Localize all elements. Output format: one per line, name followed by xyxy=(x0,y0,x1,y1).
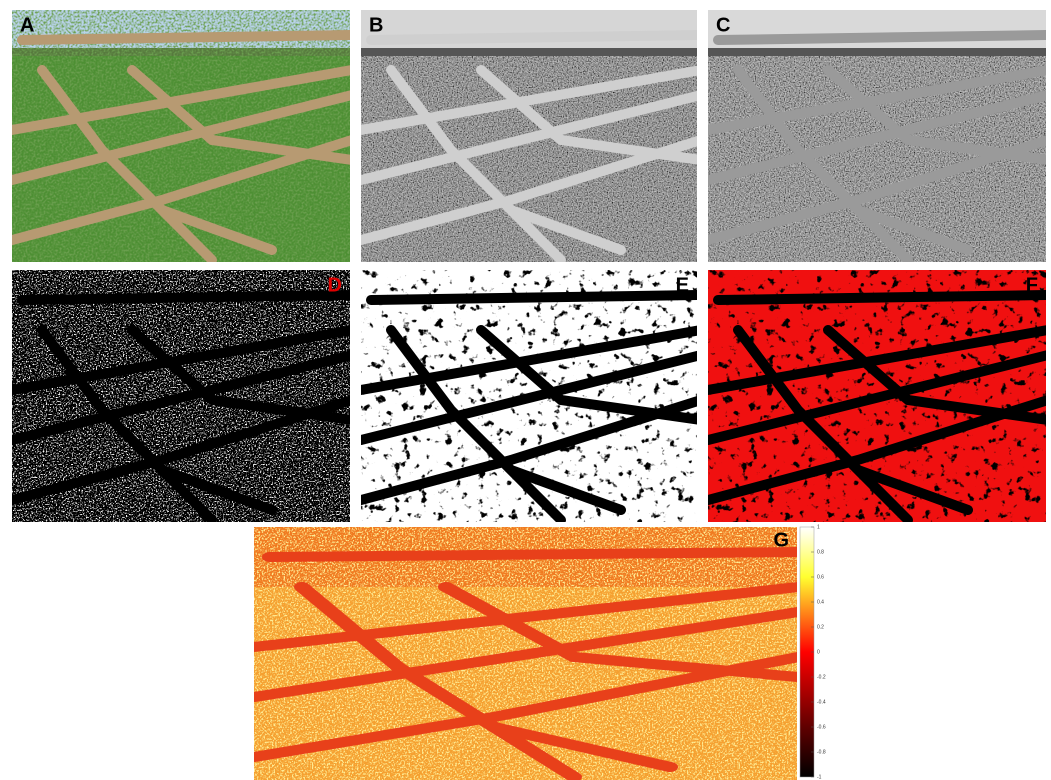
colorbar-tick-label: -1 xyxy=(817,774,822,780)
colorbar-tick-label: -0.4 xyxy=(817,699,826,705)
panel-label: C xyxy=(716,15,730,37)
panel-f: F xyxy=(708,270,1048,522)
panel-label: F xyxy=(1026,275,1038,297)
panel-e: E xyxy=(361,270,701,522)
colorbar-tick-label: -0.6 xyxy=(817,724,826,730)
panel-label: D xyxy=(328,275,342,297)
figure: A B C D E F xyxy=(0,0,1051,780)
colorbar-tick-label: 0.4 xyxy=(817,599,824,605)
panel-label: B xyxy=(369,15,383,37)
colorbar-tick-label: 0 xyxy=(817,649,820,655)
panel-c: C xyxy=(708,10,1048,262)
colorbar-tick-label: 0.2 xyxy=(817,624,824,630)
panel-a: A xyxy=(12,10,352,262)
colorbar-tick-label: 0.6 xyxy=(817,574,824,580)
panel-label: A xyxy=(20,15,34,37)
panel-label: E xyxy=(676,275,689,297)
panel-label: G xyxy=(773,530,789,552)
colorbar-tick-label: -0.8 xyxy=(817,749,826,755)
colorbar-tick-label: -0.2 xyxy=(817,674,826,680)
panel-b: B xyxy=(361,10,701,262)
panel-d: D xyxy=(12,270,352,522)
colorbar-tick-label: 1 xyxy=(817,524,820,530)
panel-g: G xyxy=(254,527,798,780)
colorbar-tick-label: 0.8 xyxy=(817,549,824,555)
